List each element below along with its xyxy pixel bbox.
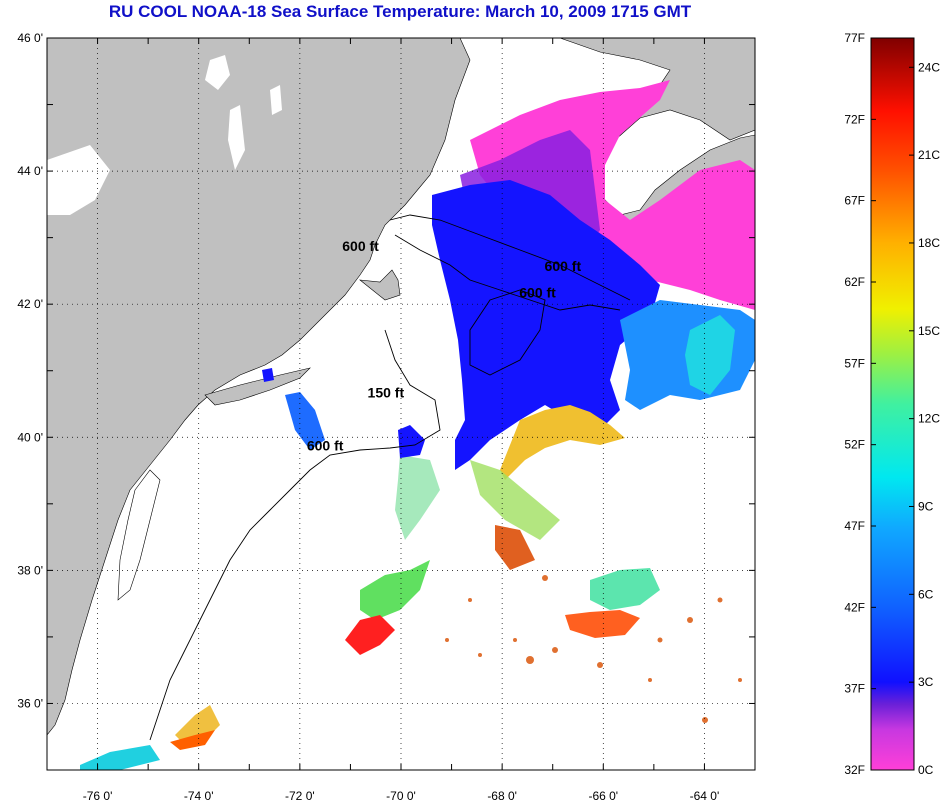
colorbar (870, 37, 915, 771)
colorbar-c-label: 3C (918, 675, 934, 689)
sst-blue-ri (262, 368, 274, 382)
lon-tick-label: -64 0' (690, 789, 720, 803)
colorbar-c-label: 12C (918, 412, 940, 426)
sst-orange-patch-2 (565, 610, 640, 638)
map-title: RU COOL NOAA-18 Sea Surface Temperature:… (108, 2, 692, 21)
lon-tick-label: -72 0' (285, 789, 315, 803)
lakes-northwest (47, 55, 282, 215)
colorbar-c-label: 24C (918, 60, 940, 74)
sst-blue-nantucket (398, 425, 425, 458)
colorbar-f-label: 52F (844, 438, 865, 452)
colorbar-f-label: 37F (844, 682, 865, 696)
lon-tick-label: -68 0' (487, 789, 517, 803)
contour-label: 150 ft (368, 384, 405, 400)
sst-orange-patch-hatteras (170, 730, 215, 750)
sst-speckles (445, 575, 742, 723)
colorbar-f-label: 67F (844, 194, 865, 208)
lon-tick-label: -70 0' (386, 789, 416, 803)
latitude-labels: 46 0' 44 0' 42 0' 40 0' 38 0' 36 0' (17, 31, 43, 710)
land-delmarva (117, 469, 161, 601)
colorbar-c-label: 0C (918, 763, 934, 777)
axis-ticks (46, 37, 756, 771)
colorbar-f-label: 57F (844, 356, 865, 370)
colorbar-fahrenheit-labels: 77F 72F 67F 62F 57F 52F 47F 42F 37F 32F (844, 31, 876, 777)
lat-tick-label: 46 0' (17, 31, 43, 45)
sst-blue-li (285, 392, 325, 450)
colorbar-c-label: 21C (918, 148, 940, 162)
colorbar-f-label: 77F (844, 31, 865, 45)
colorbar-c-label: 15C (918, 324, 940, 338)
lon-tick-label: -66 0' (588, 789, 618, 803)
lat-tick-label: 36 0' (17, 696, 43, 710)
colorbar-f-label: 32F (844, 763, 865, 777)
sst-red-patch (345, 615, 395, 655)
longitude-labels: -76 0' -74 0' -72 0' -70 0' -68 0' -66 0' -64 … (83, 789, 720, 803)
contour-label: 600 ft (519, 285, 556, 301)
sst-green-streak-1 (470, 460, 560, 540)
sst-cyan-east (685, 315, 735, 395)
lon-tick-label: -74 0' (184, 789, 214, 803)
sst-green-patch-east (590, 568, 660, 610)
sst-orange-patch-1 (495, 525, 535, 570)
lat-tick-label: 44 0' (17, 164, 43, 178)
sst-green-patch-south (360, 560, 430, 620)
sst-cyan-patch-southwest (80, 745, 160, 770)
contour-label: 600 ft (545, 258, 582, 274)
colorbar-c-label: 6C (918, 587, 934, 601)
land-mainland (47, 38, 471, 736)
graticule (47, 37, 755, 770)
colorbar-f-label: 47F (844, 519, 865, 533)
sst-cold-pink (470, 80, 755, 310)
land-cape-cod (359, 269, 401, 301)
lat-tick-label: 38 0' (17, 563, 43, 577)
contour-label: 600 ft (342, 238, 379, 254)
contour-label: 600 ft (307, 438, 344, 454)
colorbar-f-label: 72F (844, 112, 865, 126)
sst-green-streak-2 (395, 455, 440, 540)
colorbar-c-label: 9C (918, 499, 934, 513)
contour-labels: 600 ft 600 ft 600 ft 150 ft 600 ft (307, 238, 582, 454)
lon-tick-label: -76 0' (83, 789, 113, 803)
colorbar-c-label: 18C (918, 236, 940, 250)
colorbar-f-label: 62F (844, 275, 865, 289)
colorbar-celsius-labels: 24C 21C 18C 15C 12C 9C 6C 3C 0C (909, 60, 940, 777)
sst-blue-gulf (432, 180, 660, 470)
bathymetry-contours (149, 214, 631, 741)
colorbar-f-label: 42F (844, 600, 865, 614)
sst-warm-front (500, 405, 625, 480)
lat-tick-label: 40 0' (17, 430, 43, 444)
lat-tick-label: 42 0' (17, 297, 43, 311)
